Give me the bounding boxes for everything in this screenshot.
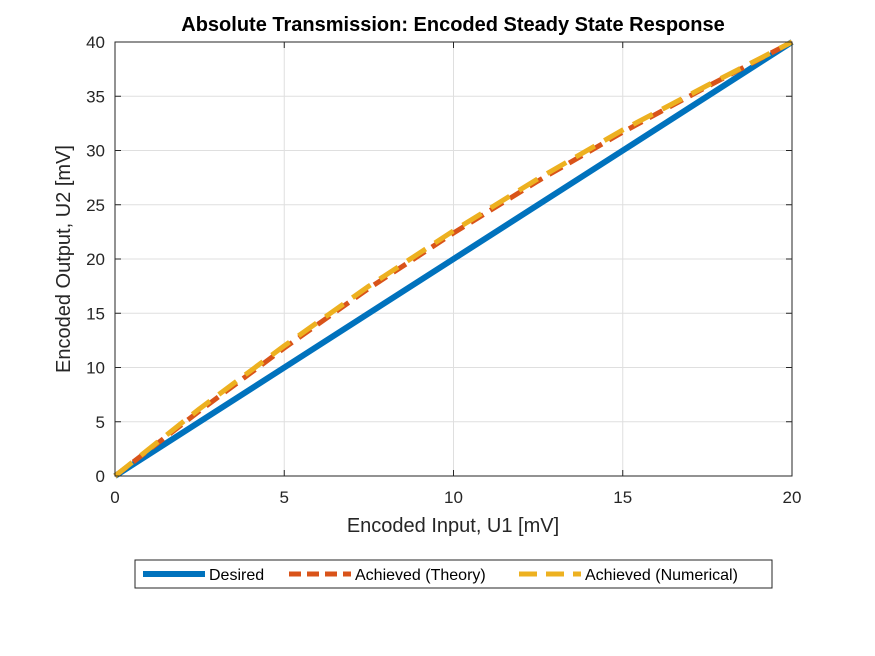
- x-tick-label: 0: [110, 488, 119, 507]
- y-tick-label: 35: [86, 87, 105, 106]
- y-tick-label: 25: [86, 196, 105, 215]
- legend-label-2: Achieved (Theory): [355, 567, 486, 584]
- series-line-1: [113, 39, 794, 479]
- series-line-3: [113, 39, 794, 478]
- series-layer: [113, 39, 794, 479]
- x-tick-label: 10: [444, 488, 463, 507]
- y-tick-label: 20: [86, 250, 105, 269]
- x-tick-label: 20: [783, 488, 802, 507]
- x-tick-label: 15: [613, 488, 632, 507]
- y-tick-label: 30: [86, 142, 105, 161]
- y-tick-label: 10: [86, 359, 105, 378]
- axis-ticks: 0 5 10 15 20 0 5 10 15 20 25 30 35 40: [86, 33, 801, 507]
- legend: Desired Achieved (Theory) Achieved (Numeri…: [134, 559, 773, 589]
- x-axis-label: Encoded Input, U1 [mV]: [347, 515, 559, 537]
- x-tick-label: 5: [280, 488, 289, 507]
- legend-label-3: Achieved (Numerical): [585, 567, 738, 584]
- chart-title: Absolute Transmission: Encoded Steady St…: [181, 14, 724, 36]
- legend-label-1: Desired: [209, 567, 264, 584]
- grid: [115, 42, 792, 476]
- y-axis-label: Encoded Output, U2 [mV]: [53, 145, 75, 373]
- legend-items: Desired Achieved (Theory) Achieved (Numeri…: [143, 567, 738, 584]
- y-tick-label: 5: [96, 413, 105, 432]
- y-tick-label: 40: [86, 33, 105, 52]
- legend-box: [134, 559, 773, 589]
- y-tick-label: 0: [96, 467, 105, 486]
- y-tick-label: 15: [86, 304, 105, 323]
